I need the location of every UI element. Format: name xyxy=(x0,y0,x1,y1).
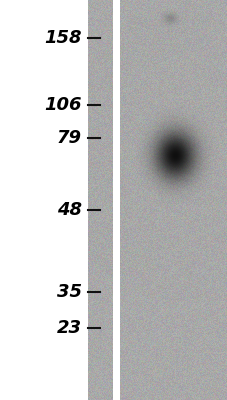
Text: 23: 23 xyxy=(57,319,82,337)
Text: 158: 158 xyxy=(44,29,82,47)
Text: 79: 79 xyxy=(57,129,82,147)
Text: 35: 35 xyxy=(57,283,82,301)
Text: 48: 48 xyxy=(57,201,82,219)
Text: 106: 106 xyxy=(44,96,82,114)
